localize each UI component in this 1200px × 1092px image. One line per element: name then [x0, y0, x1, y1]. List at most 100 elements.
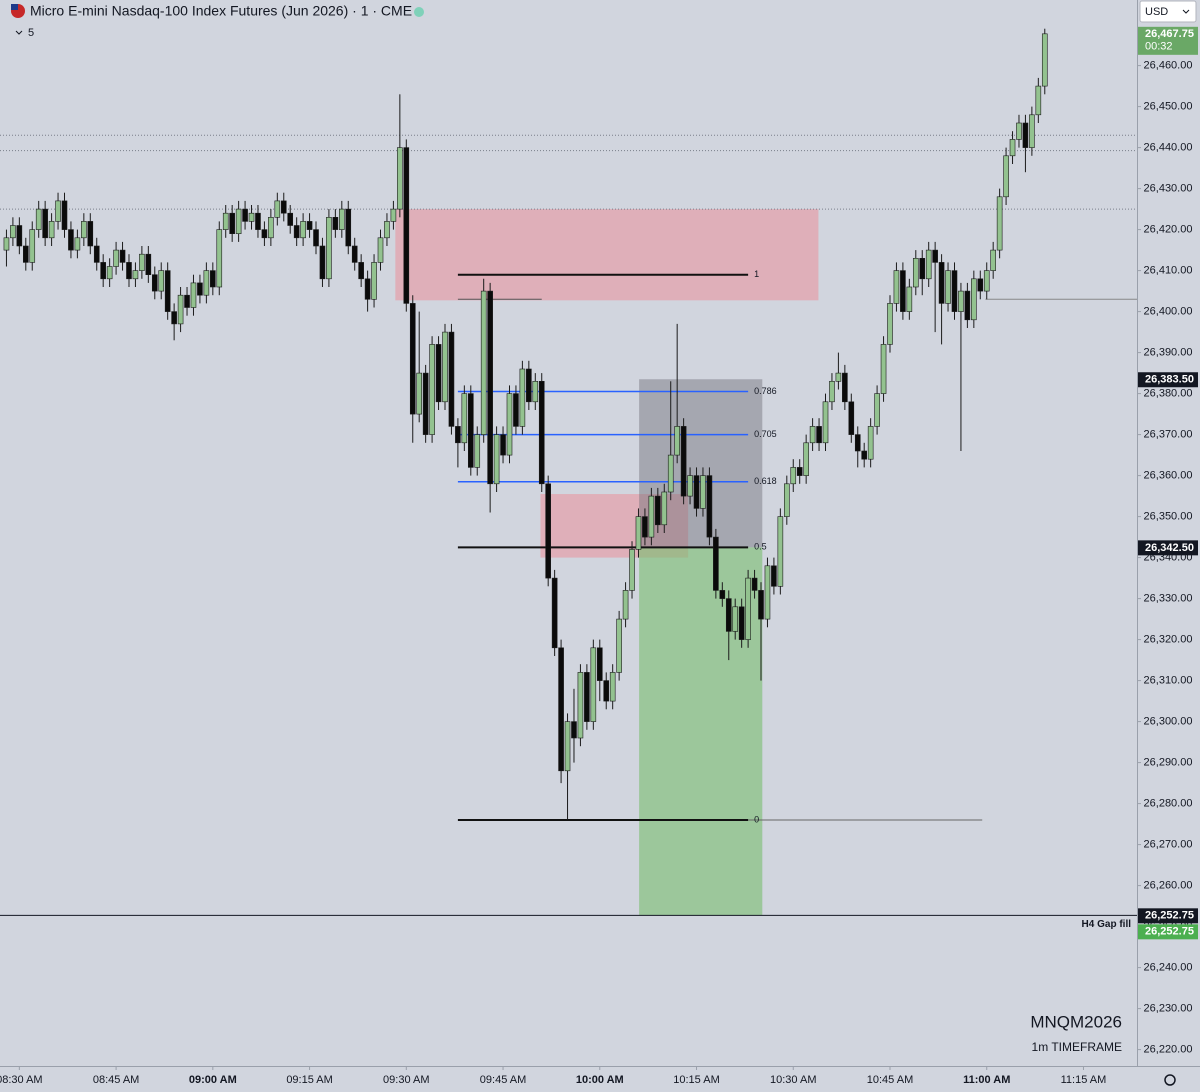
candle-body — [951, 270, 958, 312]
collapse-icon[interactable] — [15, 30, 23, 35]
y-tick-label: 26,220.00 — [1144, 1044, 1193, 1056]
candle-body — [538, 380, 545, 485]
candle-body — [29, 229, 36, 263]
symbol: MNQM2026 — [1030, 1012, 1122, 1031]
candle-body — [487, 290, 493, 485]
candle-body — [996, 196, 1003, 251]
candle-body — [500, 434, 506, 456]
x-tick-label: 09:30 AM — [383, 1074, 429, 1086]
x-tick-label: 10:45 AM — [867, 1074, 913, 1086]
candle-body — [964, 290, 971, 321]
candle-body — [655, 495, 661, 526]
candle-body — [919, 257, 926, 280]
candle-body — [822, 401, 829, 444]
candle-body — [667, 454, 674, 493]
candle-body — [377, 237, 384, 263]
candle-body — [480, 290, 487, 435]
candle-body — [364, 278, 371, 300]
x-tick-label: 08:45 AM — [93, 1074, 139, 1086]
y-tick-label: 26,400.00 — [1144, 306, 1193, 318]
y-tick-label: 26,430.00 — [1144, 183, 1193, 195]
price-tag-label: 26,252.75 — [1145, 910, 1194, 922]
candle-body — [100, 262, 106, 280]
x-tick-label: 10:00 AM — [576, 1074, 624, 1086]
candle-body — [145, 253, 152, 275]
candle-body — [242, 208, 248, 222]
candle-body — [151, 274, 158, 292]
candle-body — [319, 245, 326, 280]
candle-body — [1035, 85, 1042, 116]
candle-body — [545, 483, 551, 579]
candle-body — [139, 253, 145, 271]
y-tick-label: 26,440.00 — [1144, 142, 1193, 154]
settings-icon[interactable] — [1164, 1074, 1176, 1086]
candle-body — [455, 426, 461, 444]
candle-body — [732, 606, 739, 632]
candle-body — [1022, 122, 1029, 148]
candle-body — [506, 393, 513, 456]
candle-body — [184, 294, 190, 308]
candle-body — [725, 598, 732, 632]
candle-body — [10, 225, 16, 239]
candle-body — [351, 245, 358, 263]
y-tick-label: 26,380.00 — [1144, 388, 1193, 400]
price-tag — [1138, 540, 1198, 556]
candle-body — [558, 647, 564, 772]
candle-body — [803, 442, 809, 476]
candle-body — [622, 590, 629, 620]
fib-label: 0.786 — [754, 386, 777, 396]
candle-body — [861, 450, 867, 460]
countdown: 00:32 — [1145, 41, 1173, 53]
x-tick-label: 11:15 AM — [1061, 1074, 1107, 1086]
candle-body — [261, 229, 268, 239]
candle-body — [461, 393, 468, 444]
candle-body — [571, 721, 577, 739]
indicator-count[interactable]: 5 — [28, 27, 34, 39]
x-tick-label: 09:45 AM — [480, 1074, 526, 1086]
fib-label: 1 — [754, 269, 759, 279]
candle-body — [1041, 33, 1048, 87]
candle-body — [842, 372, 848, 403]
price-tag — [1138, 26, 1198, 55]
candle-body — [661, 491, 668, 526]
candle-body — [429, 344, 435, 435]
price-tag-label: 26,467.75 — [1145, 28, 1194, 40]
candle-body — [706, 475, 713, 538]
candle-body — [210, 270, 216, 288]
price-tag — [1138, 372, 1198, 388]
candle-body — [61, 200, 68, 230]
candle-body — [635, 516, 642, 550]
candle-body — [390, 208, 397, 222]
status-dot — [414, 7, 424, 17]
currency[interactable]: USD — [1145, 6, 1168, 18]
candle-body — [345, 208, 352, 247]
candle-body — [397, 147, 403, 210]
currency-box[interactable] — [1139, 0, 1197, 23]
candle-body — [339, 208, 345, 230]
candle-body — [158, 270, 165, 292]
candle-body — [358, 262, 364, 280]
candle-body — [16, 225, 23, 247]
candle-body — [596, 647, 603, 681]
candle-body — [3, 237, 10, 251]
candle-body — [590, 647, 597, 722]
chart-title: Micro E-mini Nasdaq-100 Index Futures (J… — [30, 3, 412, 19]
candle-body — [1003, 155, 1009, 198]
candle-body — [300, 221, 306, 239]
candle-body — [293, 225, 300, 239]
price-tag — [1138, 908, 1198, 924]
y-tick-label: 26,280.00 — [1144, 798, 1193, 810]
candle-body — [519, 368, 526, 427]
candle-body — [854, 434, 861, 452]
candle-body — [197, 282, 203, 296]
candle-body — [745, 577, 751, 640]
y-tick-label: 26,330.00 — [1144, 593, 1193, 605]
candle-body — [900, 270, 906, 312]
x-tick-label: 08:30 AM — [0, 1074, 43, 1086]
y-tick-label: 26,410.00 — [1144, 265, 1193, 277]
candle-body — [403, 147, 410, 304]
candle-body — [551, 577, 558, 649]
candle-body — [87, 221, 94, 247]
timeframe: 1m TIMEFRAME — [1032, 1040, 1122, 1054]
